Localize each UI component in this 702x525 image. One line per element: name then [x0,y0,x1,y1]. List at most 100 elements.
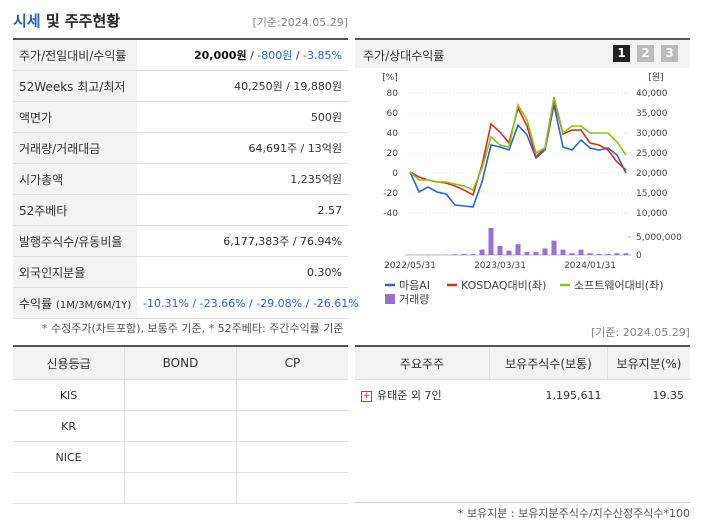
volume-bar [560,249,566,255]
tick-label: 30,000 [636,129,668,139]
volume-bar [614,253,620,255]
series-line [409,99,627,197]
section-title: 시세 및 주주현황 [13,10,120,31]
title-rest: 및 주주현황 [45,12,121,30]
label: 52Weeks 최고/최저 [13,70,137,102]
volume-bar [524,252,530,255]
tick-label: 80 [387,89,399,99]
volume-bar [596,253,602,255]
note: * 수정주가(차트포함), 보통주 기준, * 52주베타: 주간수익률 기준 [42,322,344,335]
header: BOND [124,346,237,380]
tick-label: -40 [383,209,398,219]
holder-cell: + 유태준 외 7인 [355,380,490,411]
label: 시가총액 [13,163,137,195]
volume-bar [533,252,539,255]
axis-label: [원] [648,72,663,83]
x-tick-label: 2023/03/31 [474,261,526,271]
chart-header: 주가/상대수익률 1 2 3 [355,38,690,68]
volume-bar [479,249,485,255]
label: 주가/전일대비/수익률 [13,39,137,71]
cell [124,441,237,473]
volume-bar [452,254,458,255]
header: 신용등급 [13,346,126,380]
label: 액면가 [13,101,137,133]
row: 외국인지분율 0.30% [13,256,348,288]
label: 외국인지분율 [13,256,137,288]
row: 52주베타 2.57 [13,194,348,226]
label: 발행주식수/유동비율 [13,225,137,257]
row: KIS [13,379,348,411]
value: 6,177,383주 / 76.94% [137,225,348,257]
title-main: 시세 [13,12,41,30]
x-tick-label: 2024/01/31 [564,261,616,271]
row: 발행주식수/유동비율 6,177,383주 / 76.94% [13,225,348,257]
row: NICE [13,441,348,473]
row [355,410,690,503]
legend-swatch [385,294,395,304]
row: 수익률 (1M/3M/6M/1Y) -10.31% / -23.66% / -29… [13,287,359,319]
legend-label: KOSDAQ대비(좌) [461,279,546,292]
volume-bar [551,240,557,255]
price: 20,000원 [194,49,247,62]
cell [236,441,348,473]
row: + 유태준 외 7인 1,195,611 19.35 [355,380,690,411]
legend-label: 소프트웨어대비(좌) [574,279,664,292]
cell [236,379,348,411]
series-line [409,96,627,192]
volume-bar [542,248,548,255]
agency: KR [13,410,126,442]
header-row: 주요주주 보유주식수(보통) 보유지분(%) [355,346,690,380]
tick-label: 20,000 [636,169,668,179]
row: 시가총액 1,235억원 [13,163,348,195]
label: 거래량/거래대금 [13,132,137,164]
rating-table: 신용등급 BOND CP KIS KR NICE [13,345,348,504]
cell [13,472,126,504]
sep: / [246,49,258,62]
volume-bar [497,246,503,255]
row: 52Weeks 최고/최저 40,250원 / 19,880원 [13,70,348,102]
value: 64,691주 / 13억원 [137,132,348,164]
volume-bar [470,253,476,255]
row: KR [13,410,348,442]
price-table: 주가/전일대비/수익률 20,000원 / -800원 / -3.85% 52We… [13,38,359,319]
value: -10.31% / -23.66% / -29.08% / -26.61% [137,287,359,319]
tick-label: 40,000 [636,89,668,99]
ratio: 19.35 [652,388,685,402]
period-button[interactable]: 3 [661,45,678,62]
date: [기준: 2024.05.29] [590,326,690,339]
tick-label: 35,000 [636,109,668,119]
volume-bar [578,249,584,255]
value: 1,235억원 [137,163,348,195]
tick-label: 0 [636,251,642,261]
volume-bar [623,253,629,255]
value: 0.30% [137,256,348,288]
chart-title: 주가/상대수익률 [363,49,445,63]
period-button[interactable]: 2 [637,45,654,62]
period-button[interactable]: 1 [613,45,630,62]
expand-icon[interactable]: + [361,390,372,402]
row: 거래량/거래대금 64,691주 / 13억원 [13,132,348,164]
agency: NICE [13,441,126,473]
value: 500원 [137,101,348,133]
agency: KIS [13,379,126,411]
tick-label: 60 [387,109,399,119]
x-tick-label: 2022/05/31 [384,261,436,271]
date: [기준:2024.05.29] [252,16,348,29]
tick-label: 5,000,000 [636,233,682,243]
change: -800원 [257,49,293,62]
tick-label: 40 [387,129,399,139]
volume-bar [461,253,467,255]
header: 주요주주 [355,346,490,380]
label-sub: (1M/3M/6M/1Y) [55,299,132,311]
header: 보유주식수(보통) [489,346,608,380]
holder-table: 주요주주 보유주식수(보통) 보유지분(%) + 유태준 외 7인 1,195,611 1… [355,345,690,503]
cell [236,410,348,442]
volume-bar [569,253,575,255]
note: * 보유지분 : 보유지분주식수/지수산정주식수*100 [457,507,690,520]
volume-bar [506,250,512,255]
tick-label: 0 [392,169,398,179]
cell [355,410,690,503]
sep: / [292,49,304,62]
